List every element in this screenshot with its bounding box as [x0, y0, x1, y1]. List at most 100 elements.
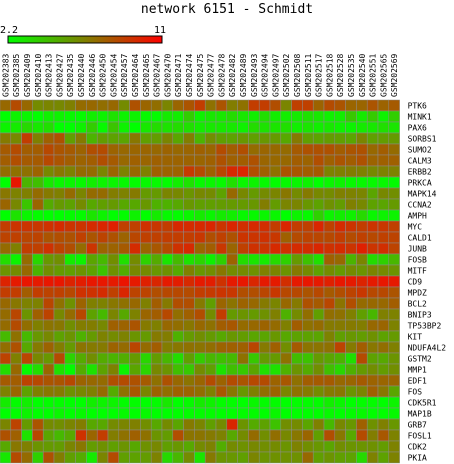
- heatmap-cell: [53, 297, 66, 310]
- heatmap-cell: [356, 429, 368, 442]
- heatmap-cell: [226, 132, 238, 145]
- heatmap-cell: [10, 352, 22, 365]
- heatmap-cell: [366, 319, 379, 332]
- heatmap-cell: [64, 374, 76, 387]
- heatmap-cell: [21, 297, 33, 310]
- heatmap-cell: [86, 132, 98, 145]
- heatmap-cell: [377, 429, 390, 442]
- heatmap-cell: [172, 275, 184, 288]
- heatmap-cell: [21, 341, 33, 354]
- heatmap-cell: [377, 198, 390, 211]
- heatmap-cell: [312, 231, 325, 244]
- heatmap-cell: [302, 264, 314, 277]
- heatmap-cell: [323, 154, 336, 167]
- heatmap-cell: [237, 385, 249, 398]
- heatmap-cell: [215, 308, 228, 321]
- heatmap-cell: [194, 275, 206, 288]
- heatmap-cell: [388, 143, 400, 156]
- heatmap-cell: [32, 231, 44, 244]
- heatmap-cell: [10, 121, 22, 134]
- heatmap-cell: [161, 363, 174, 376]
- heatmap-cell: [183, 297, 195, 310]
- heatmap-cell: [226, 99, 238, 112]
- heatmap-cell: [215, 429, 228, 442]
- heatmap-cell: [21, 275, 33, 288]
- heatmap-cell: [345, 352, 357, 365]
- heatmap-cell: [269, 319, 282, 332]
- heatmap-cell: [258, 132, 271, 145]
- heatmap-cell: [32, 297, 44, 310]
- heatmap-cell: [388, 121, 400, 134]
- column-label: GSM202464: [131, 53, 140, 97]
- heatmap-cell: [0, 363, 12, 376]
- heatmap-cell: [86, 341, 98, 354]
- heatmap-cell: [32, 209, 44, 222]
- heatmap-cell: [32, 176, 44, 189]
- heatmap-cell: [204, 143, 217, 156]
- heatmap-cell: [248, 264, 260, 277]
- heatmap-cell: [280, 440, 292, 453]
- heatmap-cell: [215, 451, 228, 464]
- heatmap-cell: [269, 220, 282, 233]
- heatmap-cell: [280, 242, 292, 255]
- heatmap-cell: [10, 220, 22, 233]
- heatmap-cell: [345, 330, 357, 343]
- heatmap-cell: [334, 132, 346, 145]
- heatmap-cell: [366, 275, 379, 288]
- heatmap-cell: [107, 187, 120, 200]
- heatmap-cell: [258, 187, 271, 200]
- heatmap-cell: [226, 253, 238, 266]
- heatmap-cell: [42, 198, 55, 211]
- heatmap-cell: [215, 99, 228, 112]
- heatmap-cell: [204, 451, 217, 464]
- heatmap-cell: [96, 253, 109, 266]
- heatmap-cell: [172, 143, 184, 156]
- heatmap-cell: [291, 231, 303, 244]
- heatmap-cell: [226, 374, 238, 387]
- heatmap-cell: [129, 165, 141, 178]
- heatmap-cell: [161, 319, 174, 332]
- heatmap-cell: [194, 374, 206, 387]
- heatmap-cell: [291, 110, 303, 123]
- heatmap-cell: [64, 330, 76, 343]
- heatmap-cell: [215, 176, 228, 189]
- heatmap-cell: [150, 286, 163, 299]
- heatmap-cell: [32, 132, 44, 145]
- column-label: GSM202440: [77, 53, 86, 97]
- heatmap-cell: [75, 253, 87, 266]
- heatmap-cell: [10, 176, 22, 189]
- heatmap-cell: [302, 198, 314, 211]
- heatmap-cell: [64, 187, 76, 200]
- heatmap-cell: [269, 418, 282, 431]
- heatmap-cell: [226, 330, 238, 343]
- heatmap-cell: [226, 385, 238, 398]
- heatmap-cell: [291, 330, 303, 343]
- heatmap-cell: [172, 396, 184, 409]
- row-label: CD9: [408, 278, 423, 287]
- heatmap-cell: [183, 407, 195, 420]
- heatmap-cell: [150, 308, 163, 321]
- row-label: CALM3: [408, 157, 432, 166]
- heatmap-cell: [345, 286, 357, 299]
- row-label: MMP1: [408, 366, 427, 375]
- heatmap-cell: [204, 154, 217, 167]
- heatmap-cell: [226, 363, 238, 376]
- heatmap-cell: [172, 176, 184, 189]
- heatmap-cell: [118, 242, 130, 255]
- heatmap-cell: [345, 319, 357, 332]
- heatmap-cell: [32, 352, 44, 365]
- heatmap-cell: [280, 132, 292, 145]
- heatmap-cell: [215, 143, 228, 156]
- heatmap-cell: [248, 286, 260, 299]
- heatmap-cell: [183, 385, 195, 398]
- heatmap-cell: [302, 297, 314, 310]
- column-labels: GSM202383 GSM202385 GSM202409 GSM202410 GSM2…: [1, 53, 399, 97]
- heatmap-cell: [42, 286, 55, 299]
- heatmap-cell: [215, 154, 228, 167]
- heatmap-cell: [237, 209, 249, 222]
- column-label: GSM202467: [153, 53, 162, 97]
- heatmap-cell: [129, 231, 141, 244]
- heatmap-cell: [140, 220, 152, 233]
- heatmap-cell: [258, 286, 271, 299]
- heatmap-cell: [150, 132, 163, 145]
